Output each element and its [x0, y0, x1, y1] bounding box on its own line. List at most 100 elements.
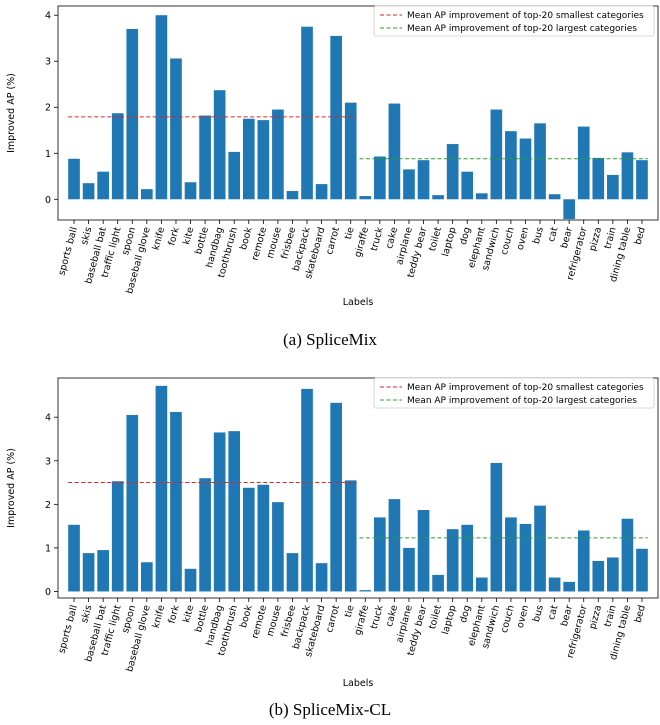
caption-splicemix: (a) SpliceMix — [283, 330, 377, 349]
bar-elephant — [475, 577, 488, 592]
y-axis-label: Improved AP (%) — [6, 448, 17, 528]
bar-dog — [461, 524, 474, 592]
x-tick-label: kite — [181, 226, 196, 246]
bar-fork — [170, 411, 182, 592]
x-tick-label: knife — [151, 604, 168, 630]
x-tick-label: fork — [166, 603, 182, 624]
bar-pizza — [592, 157, 605, 200]
bar-backpack — [301, 388, 313, 592]
bar-book — [242, 487, 255, 592]
x-tick-label: knife — [151, 226, 168, 252]
bar-knife — [155, 385, 168, 592]
x-tick-label: tie — [343, 226, 357, 241]
bar-cake — [388, 103, 401, 200]
x-tick-label: bed — [633, 226, 648, 246]
bar-toilet — [432, 574, 444, 592]
y-tick-label: 2 — [45, 103, 51, 114]
bar-baseball-bat — [97, 550, 109, 592]
bar-bear — [563, 199, 575, 220]
legend-entry-small: Mean AP improvement of top-20 smallest c… — [407, 11, 644, 21]
bar-bottle — [199, 115, 211, 200]
bar-frisbee — [286, 553, 299, 592]
legend — [373, 5, 655, 37]
bar-skis — [82, 183, 95, 200]
x-tick-label: sports ball — [56, 604, 79, 655]
x-tick-label: oven — [515, 604, 532, 629]
bar-teddy-bear — [417, 160, 430, 200]
x-tick-label: cat — [546, 226, 561, 243]
bar-pizza — [592, 560, 605, 592]
bar-fork — [170, 58, 182, 200]
plot-frame — [57, 5, 659, 221]
y-tick-label: 4 — [45, 11, 51, 22]
bar-baseball-glove — [141, 562, 153, 592]
bar-spoon — [126, 415, 139, 592]
legend-entry-large: Mean AP improvement of top-20 largest ca… — [407, 24, 637, 34]
bar-airplane — [403, 169, 415, 200]
x-tick-label: oven — [515, 226, 532, 251]
bar-skateboard — [315, 184, 328, 200]
x-tick-label: pizza — [587, 604, 604, 630]
bar-sports-ball — [68, 158, 80, 200]
bar-bed — [636, 160, 648, 200]
bar-dining-table — [621, 152, 634, 200]
bar-handbag — [213, 90, 226, 200]
bar-carrot — [330, 35, 342, 200]
bar-train — [607, 557, 619, 592]
y-tick-label: 4 — [45, 413, 51, 424]
bar-oven — [519, 138, 532, 200]
y-tick-label: 1 — [45, 543, 51, 554]
y-tick-label: 0 — [45, 195, 51, 206]
bar-carrot — [330, 402, 342, 592]
x-tick-label: truck — [369, 603, 386, 630]
bar-dining-table — [621, 518, 634, 592]
bar-elephant — [475, 193, 488, 200]
bar-toothbrush — [228, 151, 241, 200]
bar-remote — [257, 484, 270, 592]
x-axis-label: Labels — [343, 678, 374, 689]
bar-baseball-bat — [97, 171, 109, 200]
bar-train — [607, 174, 619, 200]
bar-giraffe — [359, 196, 372, 200]
bar-bottle — [199, 478, 211, 592]
x-tick-label: bed — [633, 604, 648, 624]
x-tick-label: dog — [458, 226, 473, 246]
bar-truck — [374, 156, 386, 200]
x-tick-label: tie — [343, 604, 357, 619]
bar-tie — [344, 102, 357, 200]
y-tick-label: 3 — [45, 57, 51, 68]
x-tick-label: bus — [531, 604, 546, 623]
bar-kite — [184, 568, 197, 592]
bar-bus — [534, 123, 546, 200]
bar-bed — [636, 548, 648, 592]
bar-sandwich — [490, 462, 503, 592]
bar-dog — [461, 171, 474, 200]
y-tick-label: 3 — [45, 456, 51, 467]
bar-backpack — [301, 26, 313, 200]
legend-entry-large: Mean AP improvement of top-20 largest ca… — [407, 396, 637, 406]
x-tick-label: bear — [559, 604, 575, 628]
bar-spoon — [126, 29, 139, 200]
bar-knife — [155, 15, 168, 200]
bar-traffic-light — [111, 481, 124, 592]
legend-entry-small: Mean AP improvement of top-20 smallest c… — [407, 383, 644, 393]
bar-oven — [519, 523, 532, 592]
x-tick-label: cat — [546, 604, 561, 621]
bar-tie — [344, 480, 357, 592]
bar-laptop — [446, 144, 459, 200]
bar-sports-ball — [68, 524, 80, 592]
bar-giraffe — [359, 590, 372, 592]
bar-book — [242, 118, 255, 200]
caption-splicemix-cl: (b) SpliceMix-CL — [268, 700, 392, 719]
bar-toothbrush — [228, 431, 241, 592]
x-tick-label: skis — [79, 604, 94, 624]
bar-traffic-light — [111, 113, 124, 200]
bar-frisbee — [286, 191, 299, 200]
bar-teddy-bear — [417, 510, 430, 592]
bar-mouse — [272, 109, 284, 200]
bar-skateboard — [315, 563, 328, 592]
y-tick-label: 2 — [45, 500, 51, 511]
bar-couch — [505, 131, 517, 200]
bar-cat — [548, 577, 561, 592]
